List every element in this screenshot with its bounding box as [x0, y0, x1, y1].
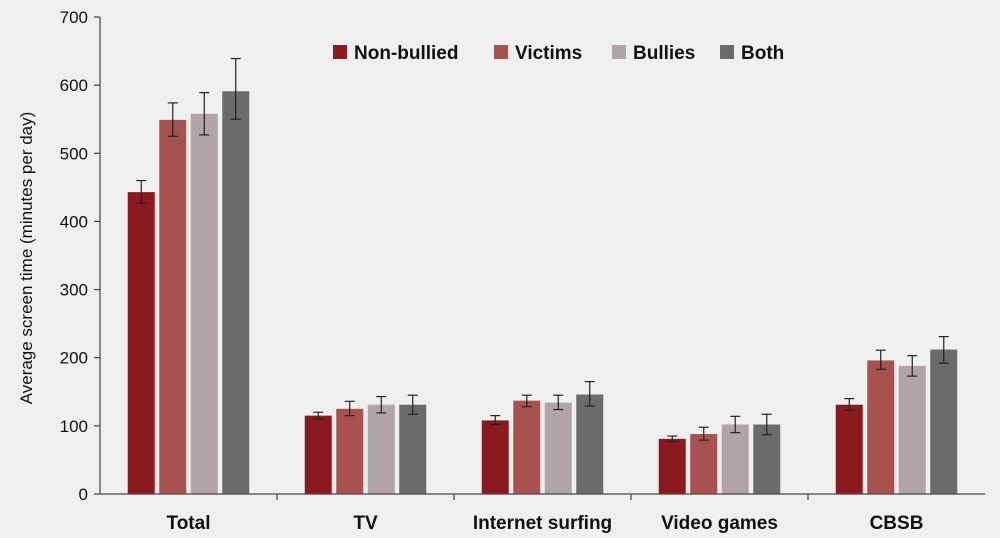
legend-swatch [494, 45, 508, 59]
x-tick-label: Internet surfing [473, 513, 612, 534]
legend-label: Victims [515, 43, 582, 64]
legend-label: Bullies [633, 43, 695, 64]
bar [898, 365, 926, 494]
bar [544, 402, 572, 494]
y-tick-label: 300 [60, 281, 88, 300]
bar [721, 424, 749, 494]
bar [304, 415, 332, 494]
legend-swatch [612, 45, 626, 59]
y-tick-label: 400 [60, 212, 88, 231]
bar [367, 404, 395, 494]
bar [576, 394, 604, 494]
x-axis: Total TV Internet surfing Video games CBSB [100, 493, 985, 534]
bar [399, 404, 427, 494]
y-tick-label: 600 [60, 76, 88, 95]
legend-swatch [333, 45, 347, 59]
legend-label: Non-bullied [354, 43, 458, 64]
error-bars [136, 57, 949, 443]
x-tick-label: TV [353, 513, 378, 534]
x-tick-label: Video games [661, 513, 778, 534]
bar [190, 113, 218, 495]
x-tick-label: Total [167, 513, 211, 534]
bar [835, 404, 863, 494]
legend: Non-bullied Victims Bullies Both [333, 43, 784, 64]
bar [127, 192, 155, 494]
bar [159, 119, 187, 494]
bar [222, 91, 250, 495]
legend-label: Both [741, 43, 784, 64]
x-tick-label: CBSB [870, 513, 924, 534]
y-tick-label: 0 [79, 485, 88, 504]
bar [658, 438, 686, 494]
bar [867, 360, 895, 494]
y-tick-label: 700 [60, 8, 88, 27]
y-tick-label: 200 [60, 349, 88, 368]
bar [336, 408, 364, 494]
y-tick-label: 500 [60, 144, 88, 163]
bar [690, 434, 718, 494]
y-axis: 0 100 200 300 400 500 600 700 [60, 8, 101, 504]
y-tick-label: 100 [60, 417, 88, 436]
bar [930, 349, 958, 494]
bars [127, 91, 958, 495]
legend-swatch [720, 45, 734, 59]
bar [481, 420, 509, 494]
bar [753, 424, 781, 494]
y-axis-label: Average screen time (minutes per day) [17, 112, 36, 405]
bar [513, 400, 541, 494]
